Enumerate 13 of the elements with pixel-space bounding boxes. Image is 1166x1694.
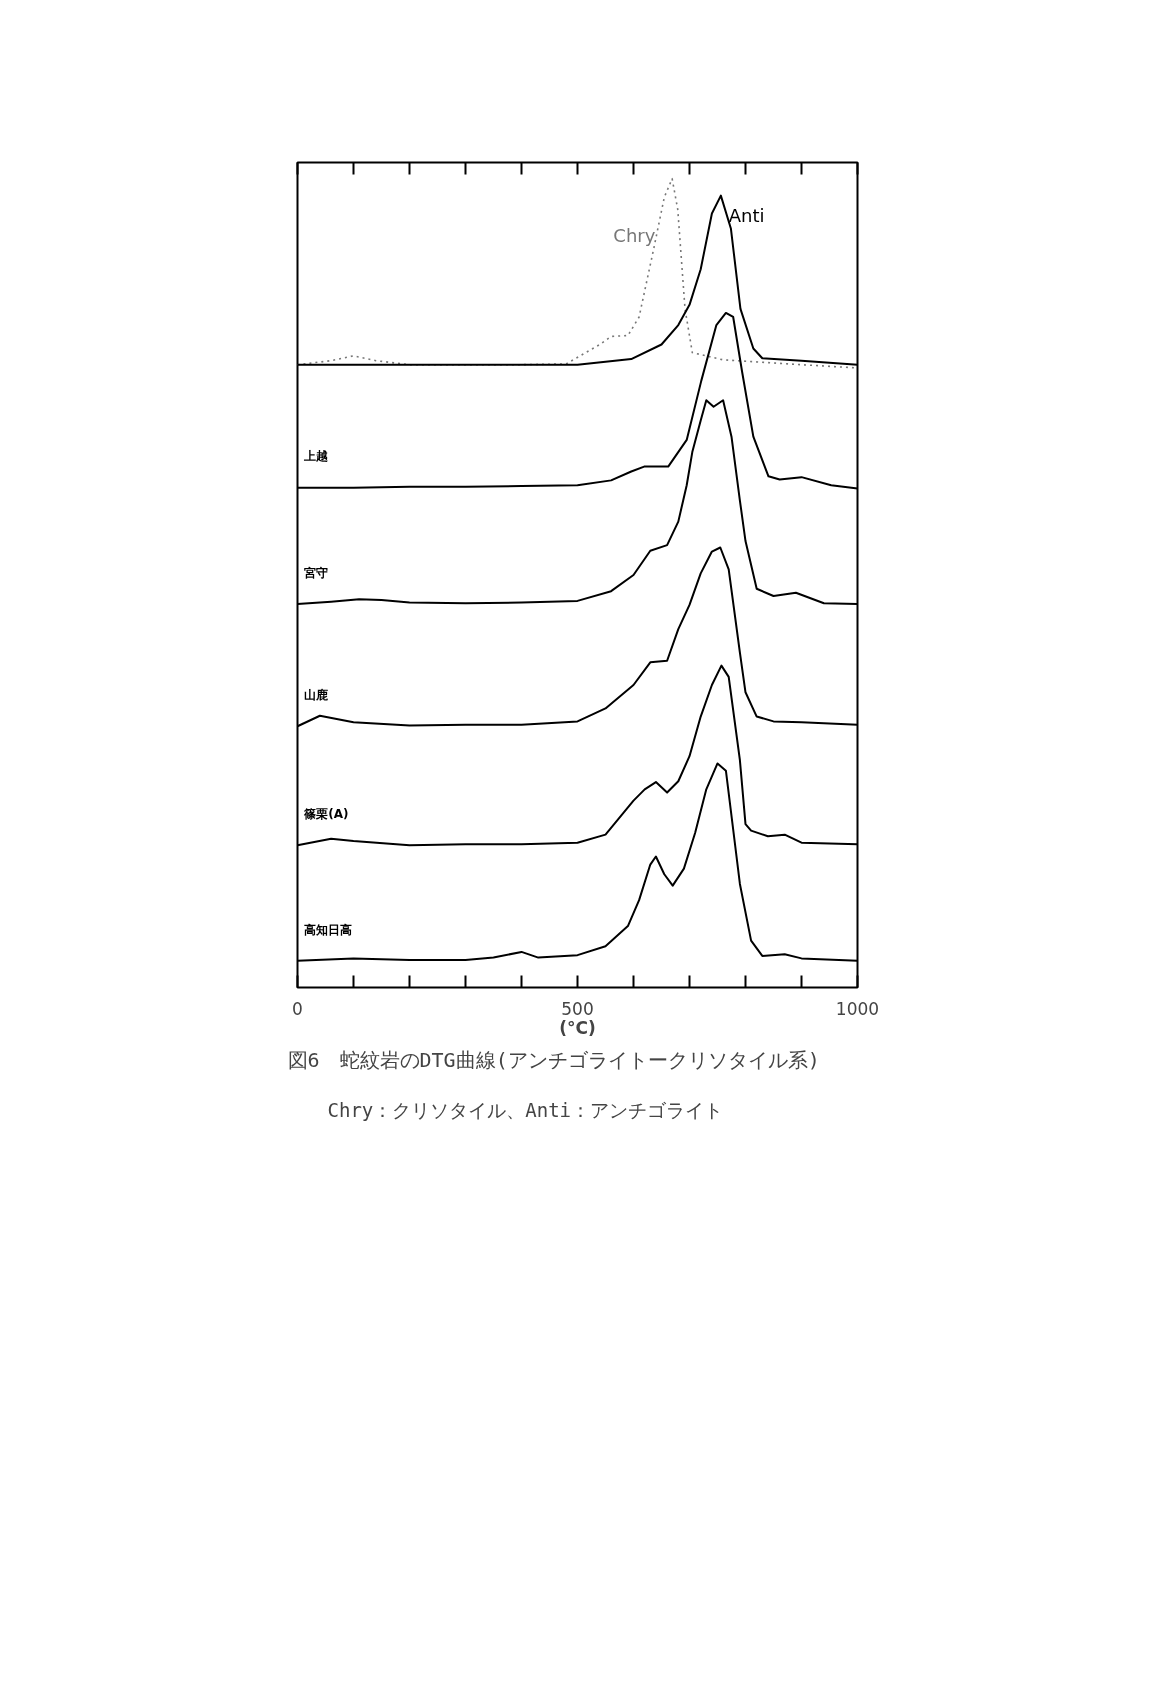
- series-label: 山鹿: [304, 687, 330, 702]
- text: 図6 蛇紋岩のDTG曲線(アンチゴライトークリソタイル系): [287, 1047, 820, 1072]
- x-axis-title: (°C): [559, 1017, 596, 1038]
- text: Chry：クリソタイル、Anti：アンチゴライト: [327, 1098, 724, 1121]
- series-label: 宮守: [304, 565, 329, 580]
- x-tick-label: 500: [561, 998, 594, 1019]
- series-label: Chry: [613, 224, 656, 246]
- text: 上越: [303, 449, 329, 464]
- x-tick-label: 0: [292, 998, 303, 1019]
- series-label: 高知日高: [304, 922, 353, 937]
- series-label: 篠栗(A): [303, 806, 349, 821]
- x-tick-label: 1000: [835, 998, 880, 1019]
- series-label: Anti: [728, 205, 765, 227]
